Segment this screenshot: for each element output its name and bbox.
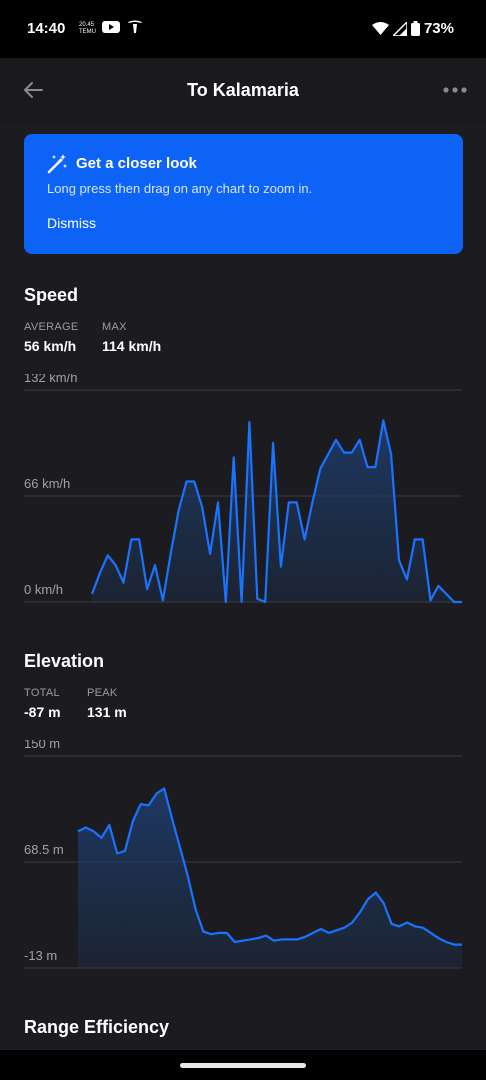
app-bar: To Kalamaria	[0, 58, 486, 124]
elevation-chart-svg[interactable]: 150 m 68.5 m -13 m	[0, 740, 486, 980]
trip-content[interactable]: Get a closer look Long press then drag o…	[0, 124, 486, 1050]
weather-icon	[68, 24, 70, 31]
speed-chart[interactable]: 132 km/h 66 km/h 0 km/h	[0, 374, 486, 614]
signal-icon	[392, 21, 407, 36]
page-title: To Kalamaria	[187, 80, 299, 100]
elevation-total-value: -87 m	[24, 704, 61, 720]
elevation-title: Elevation	[24, 651, 105, 671]
speed-max-stat: MAX 114 km/h	[102, 321, 161, 354]
speed-line	[90, 419, 462, 604]
speed-chart-svg[interactable]: 132 km/h 66 km/h 0 km/h	[0, 374, 486, 614]
elevation-peak-value: 131 m	[87, 704, 127, 720]
elevation-y-tick-label: 68.5 m	[24, 842, 64, 857]
speed-y-tick-label: 0 km/h	[24, 582, 63, 597]
speed-max-value: 114 km/h	[102, 338, 162, 354]
range-efficiency-title: Range Efficiency	[24, 1017, 170, 1037]
elevation-line	[77, 787, 462, 946]
tesla-icon	[127, 20, 142, 33]
elevation-total-stat: TOTAL -87 m	[24, 687, 61, 720]
arrow-left-icon[interactable]	[20, 78, 48, 102]
battery-icon	[410, 21, 420, 36]
battery-percent: 73%	[423, 20, 454, 37]
speed-max-label: MAX	[102, 321, 127, 333]
status-time: 14:40	[27, 20, 66, 37]
more-horizontal-icon[interactable]	[442, 78, 468, 102]
home-handle[interactable]	[180, 1063, 306, 1068]
status-left-icons: 20.45 TEMU	[68, 20, 144, 34]
elevation-y-tick-label: 150 m	[24, 740, 60, 751]
status-right: 73%	[371, 20, 454, 37]
speed-y-tick-label: 132 km/h	[24, 374, 77, 385]
banner-text: Long press then drag on any chart to zoo…	[47, 181, 313, 196]
elevation-y-tick-label: -13 m	[24, 948, 57, 963]
dismiss-button[interactable]: Dismiss	[47, 215, 96, 231]
svg-text:TEMU: TEMU	[79, 29, 96, 34]
speed-y-tick-label: 66 km/h	[24, 476, 70, 491]
magic-wand-icon	[47, 154, 67, 174]
elevation-peak-label: PEAK	[87, 687, 118, 699]
speed-average-label: AVERAGE	[24, 321, 79, 333]
gesture-nav-bar	[0, 1050, 486, 1080]
speed-title: Speed	[24, 285, 79, 305]
svg-text:20.45: 20.45	[79, 22, 95, 28]
elevation-chart[interactable]: 150 m 68.5 m -13 m	[0, 740, 486, 980]
elevation-total-label: TOTAL	[24, 687, 60, 699]
banner-title: Get a closer look	[76, 155, 197, 172]
elevation-peak-stat: PEAK 131 m	[87, 687, 127, 720]
speed-average-value: 56 km/h	[24, 338, 77, 354]
elevation-area	[78, 788, 462, 968]
speed-average-stat: AVERAGE 56 km/h	[24, 321, 78, 354]
zoom-tip-banner: Get a closer look Long press then drag o…	[24, 134, 463, 254]
wifi-icon	[371, 21, 389, 35]
youtube-icon	[101, 21, 120, 33]
status-bar: 14:40 20.45 TEMU 73%	[0, 0, 486, 58]
